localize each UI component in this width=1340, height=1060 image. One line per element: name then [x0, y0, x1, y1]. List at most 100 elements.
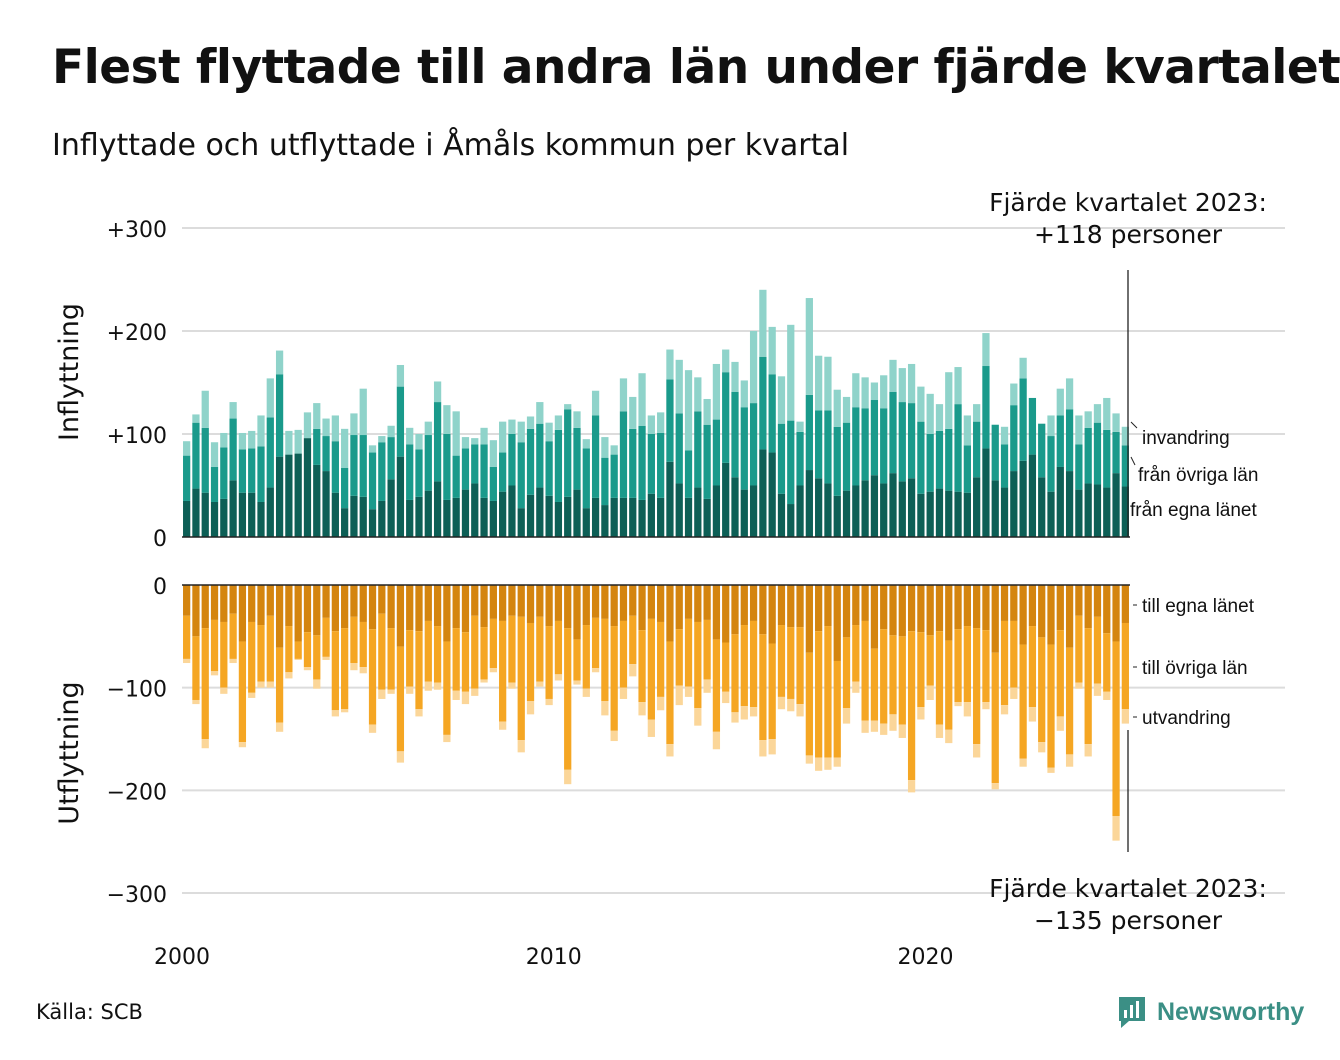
bar-inflow-own-county	[526, 494, 535, 537]
bar-outflow-other-counties	[359, 621, 367, 668]
bar-outflow-other-counties	[303, 632, 312, 668]
bar-outflow-own-county	[759, 585, 767, 635]
bar-outflow-other-counties	[545, 626, 553, 699]
bar-outflow-emigration	[582, 688, 590, 697]
bar-outflow-emigration	[815, 757, 823, 771]
bar-inflow-own-county	[945, 490, 953, 537]
y-tick-label: 0	[153, 527, 167, 552]
bar-inflow-immigration	[917, 386, 925, 422]
bar-outflow-own-county	[294, 585, 302, 642]
bar-inflow-other-counties	[694, 411, 702, 488]
bar-inflow-own-county	[1038, 477, 1046, 537]
bar-inflow-own-county	[870, 475, 879, 537]
bar-outflow-emigration	[257, 681, 265, 688]
bar-inflow-other-counties	[1010, 405, 1018, 472]
bar-outflow-own-county	[647, 585, 655, 619]
bar-inflow-other-counties	[666, 379, 674, 462]
bar-inflow-immigration	[824, 356, 832, 411]
bar-inflow-immigration	[517, 421, 525, 443]
bar-inflow-other-counties	[768, 374, 776, 453]
bar-inflow-own-county	[313, 464, 321, 537]
bar-inflow-own-county	[898, 481, 906, 537]
bar-inflow-other-counties	[508, 434, 516, 486]
bar-outflow-emigration	[805, 755, 813, 764]
bar-outflow-emigration	[238, 742, 247, 748]
bar-outflow-own-county	[1112, 585, 1120, 642]
bar-inflow-immigration	[368, 445, 377, 453]
bar-inflow-own-county	[629, 497, 637, 537]
bar-outflow-own-county	[1028, 585, 1037, 627]
bar-outflow-emigration	[266, 681, 274, 688]
bar-outflow-own-county	[601, 585, 609, 619]
bar-outflow-own-county	[629, 585, 637, 616]
bar-outflow-other-counties	[777, 625, 786, 697]
bar-inflow-other-counties	[341, 467, 349, 509]
bar-inflow-immigration	[183, 441, 191, 456]
bar-outflow-other-counties	[238, 641, 247, 743]
y-tick-label: 0	[153, 575, 167, 600]
bar-inflow-immigration	[433, 381, 442, 403]
bar-outflow-own-county	[638, 585, 646, 631]
bar-outflow-emigration	[183, 658, 191, 664]
annotation-outflow: Fjärde kvartalet 2023:	[989, 874, 1267, 903]
bar-inflow-other-counties	[657, 432, 665, 498]
bar-inflow-other-counties	[424, 435, 432, 491]
bar-inflow-other-counties	[638, 425, 646, 500]
bar-inflow-immigration	[1047, 415, 1055, 437]
bar-inflow-immigration	[740, 380, 748, 408]
bar-outflow-emigration	[749, 707, 758, 717]
bar-inflow-own-county	[415, 496, 423, 537]
bar-inflow-other-counties	[1075, 444, 1083, 490]
bar-inflow-other-counties	[629, 428, 637, 498]
bar-inflow-own-county	[471, 483, 479, 537]
bar-outflow-emigration	[192, 699, 200, 705]
label-leader	[1130, 421, 1138, 429]
bar-outflow-other-counties	[973, 628, 981, 745]
bar-inflow-immigration	[564, 404, 572, 410]
bar-outflow-emigration	[461, 691, 470, 705]
bar-outflow-own-county	[1121, 585, 1129, 623]
bar-outflow-other-counties	[508, 615, 516, 683]
bar-outflow-other-counties	[963, 626, 971, 703]
bar-inflow-own-county	[536, 487, 544, 537]
bar-inflow-other-counties	[712, 419, 721, 486]
bar-inflow-immigration	[508, 419, 516, 434]
bar-inflow-own-county	[1047, 491, 1055, 537]
bar-inflow-other-counties	[582, 448, 590, 509]
bar-outflow-own-county	[183, 585, 191, 616]
bar-inflow-own-county	[1075, 489, 1083, 537]
bar-outflow-other-counties	[991, 652, 999, 784]
bar-inflow-immigration	[861, 377, 869, 409]
bar-outflow-emigration	[1056, 716, 1064, 731]
bar-outflow-own-county	[861, 585, 869, 621]
bar-outflow-emigration	[638, 702, 646, 716]
y-tick-label: +100	[107, 424, 167, 449]
bar-outflow-emigration	[694, 708, 702, 726]
bar-outflow-emigration	[1093, 683, 1102, 696]
bar-outflow-own-county	[564, 585, 572, 629]
bar-outflow-own-county	[945, 585, 953, 641]
bar-inflow-immigration	[303, 412, 312, 439]
bar-inflow-own-county	[183, 500, 191, 537]
annotation-outflow: −135 personer	[1034, 906, 1223, 935]
bar-inflow-other-counties	[861, 408, 869, 481]
bar-outflow-emigration	[1047, 767, 1055, 773]
bar-outflow-emigration	[396, 751, 405, 763]
bar-inflow-other-counties	[815, 410, 823, 479]
bar-outflow-own-county	[935, 585, 944, 632]
bar-outflow-other-counties	[1112, 641, 1120, 816]
bar-outflow-emigration	[554, 674, 563, 681]
y-tick-label: −300	[107, 883, 167, 908]
bar-outflow-other-counties	[852, 625, 860, 682]
bar-outflow-other-counties	[1065, 647, 1074, 755]
bar-inflow-other-counties	[870, 400, 879, 476]
bar-outflow-emigration	[907, 780, 916, 793]
bar-inflow-own-county	[815, 478, 823, 537]
bar-inflow-immigration	[554, 415, 563, 430]
bar-outflow-other-counties	[647, 618, 655, 720]
bar-outflow-emigration	[415, 709, 423, 717]
bar-inflow-immigration	[610, 445, 618, 455]
bar-outflow-other-counties	[1019, 644, 1027, 759]
bar-outflow-emigration	[480, 679, 488, 683]
bar-inflow-other-counties	[1093, 422, 1102, 485]
